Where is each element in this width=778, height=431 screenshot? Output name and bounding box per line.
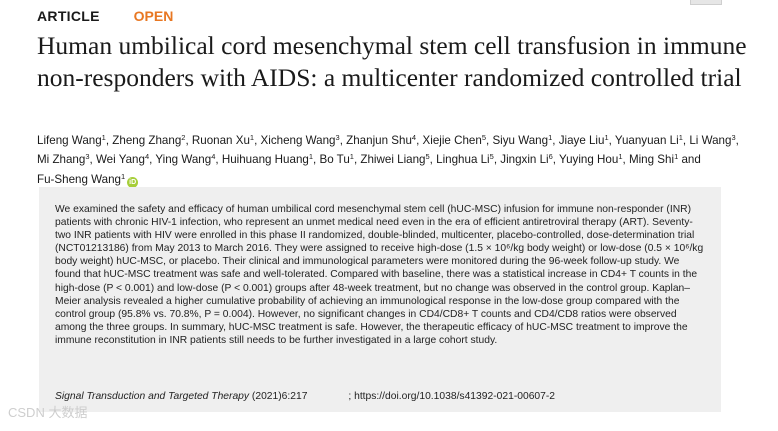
author-affiliation-sup: 1	[121, 171, 126, 181]
author-affiliation-sup: 4	[211, 152, 216, 162]
citation-volume: (2021)6:217	[251, 391, 308, 402]
author-affiliation-sup: 3	[85, 152, 90, 162]
author-name-text: Huihuang Huang	[221, 153, 309, 167]
author-name-text: Fu-Sheng Wang	[37, 172, 121, 186]
abstract-box: We examined the safety and efficacy of h…	[39, 187, 721, 412]
author-name-text: Zhanjun Shu	[346, 134, 412, 147]
author-name-text: Jingxin Li	[500, 153, 549, 167]
author-conjunction: and	[681, 153, 701, 167]
author-name-text: Siyu Wang	[492, 134, 549, 147]
author-name[interactable]: Zhanjun Shu4	[346, 133, 417, 147]
author-name-text: Zhiwei Liang	[360, 153, 426, 167]
author-affiliation-sup: 5	[425, 152, 430, 162]
abstract-text: We examined the safety and efficacy of h…	[55, 204, 704, 346]
author-name[interactable]: Jiaye Liu1	[558, 133, 609, 147]
author-name[interactable]: Fu-Sheng Wang1iD	[37, 171, 139, 188]
author-affiliation-sup: 1	[618, 152, 623, 162]
author-name[interactable]: Yuying Hou1	[559, 152, 623, 167]
author-affiliation-sup: 1	[674, 152, 679, 162]
author-name-text: Mi Zhang	[37, 153, 86, 167]
author-name-text: Ming Shi	[628, 153, 675, 167]
author-name[interactable]: Jingxin Li6	[500, 152, 553, 167]
author-name[interactable]: Yuanyuan Li1	[614, 133, 683, 147]
author-affiliation-sup: 4	[411, 133, 417, 142]
citation-line: Signal Transduction and Targeted Therapy…	[55, 391, 555, 402]
author-name-text: Lifeng Wang	[37, 134, 102, 147]
author-name-text: Zheng Zhang	[112, 134, 182, 147]
author-name[interactable]: Mi Zhang3	[37, 152, 90, 167]
author-affiliation-sup: 4	[144, 152, 150, 162]
author-name-text: Yuying Hou	[559, 153, 619, 167]
author-name-text: Wei Yang	[95, 153, 145, 167]
citation-journal: Signal Transduction and Targeted Therapy	[55, 391, 250, 402]
author-name[interactable]: Ying Wang4	[155, 152, 216, 167]
author-affiliation-sup: 5	[489, 152, 494, 162]
author-affiliation-sup: 3	[335, 133, 340, 142]
author-name[interactable]: Li Wang3	[689, 133, 736, 147]
author-name-text: Jiaye Liu	[558, 134, 605, 147]
author-name[interactable]: Linghua Li5	[436, 152, 494, 167]
author-name[interactable]: Zhiwei Liang5	[360, 152, 430, 167]
author-name[interactable]: Siyu Wang1	[492, 133, 553, 147]
author-affiliation-sup: 5	[481, 133, 486, 142]
author-affiliation-sup: 2	[181, 133, 186, 142]
author-name[interactable]: Ruonan Xu1	[191, 133, 255, 147]
article-header: ARTICLE OPEN	[37, 8, 173, 26]
author-name-text: Ying Wang	[155, 153, 212, 167]
article-label: ARTICLE	[37, 8, 100, 24]
author-affiliation-sup: 1	[604, 133, 609, 142]
author-affiliation-sup: 6	[548, 152, 553, 162]
author-affiliation-sup: 1	[548, 133, 553, 142]
author-name-text: Bo Tu	[319, 153, 350, 167]
author-name-text: Li Wang	[689, 134, 732, 147]
author-affiliation-sup: 1	[678, 133, 683, 142]
orcid-icon[interactable]: iD	[127, 176, 139, 188]
citation-separator: ;	[348, 391, 352, 402]
author-name[interactable]: Bo Tu1	[319, 152, 354, 167]
citation-doi-link[interactable]: https://doi.org/10.1038/s41392-021-00607…	[354, 391, 556, 402]
author-name[interactable]: Xiejie Chen5	[422, 133, 486, 147]
author-list: Lifeng Wang1, Zheng Zhang2, Ruonan Xu1, …	[37, 133, 739, 188]
author-name[interactable]: Huihuang Huang1	[221, 152, 314, 167]
author-affiliation-sup: 1	[249, 133, 255, 142]
open-access-label: OPEN	[133, 8, 174, 24]
author-affiliation-sup: 1	[349, 152, 354, 162]
author-name[interactable]: Wei Yang4	[95, 152, 150, 167]
author-affiliation-sup: 3	[731, 133, 736, 142]
author-name[interactable]: Zheng Zhang2	[112, 133, 186, 147]
author-name-text: Linghua Li	[436, 153, 490, 167]
author-affiliation-sup: 1	[101, 133, 106, 142]
author-name-text: Ruonan Xu	[191, 134, 250, 147]
author-name[interactable]: Lifeng Wang1	[37, 133, 106, 147]
top-corner-mark	[690, 0, 722, 5]
author-name-text: Xicheng Wang	[260, 134, 336, 147]
author-affiliation-sup: 1	[308, 152, 314, 162]
author-name[interactable]: Xicheng Wang3	[260, 133, 340, 147]
author-name-text: Yuanyuan Li	[614, 134, 679, 147]
author-name[interactable]: Ming Shi1	[628, 152, 679, 167]
watermark: CSDN 大数据	[8, 405, 88, 420]
paper-title: Human umbilical cord mesenchymal stem ce…	[37, 31, 747, 92]
author-name-text: Xiejie Chen	[422, 134, 482, 147]
